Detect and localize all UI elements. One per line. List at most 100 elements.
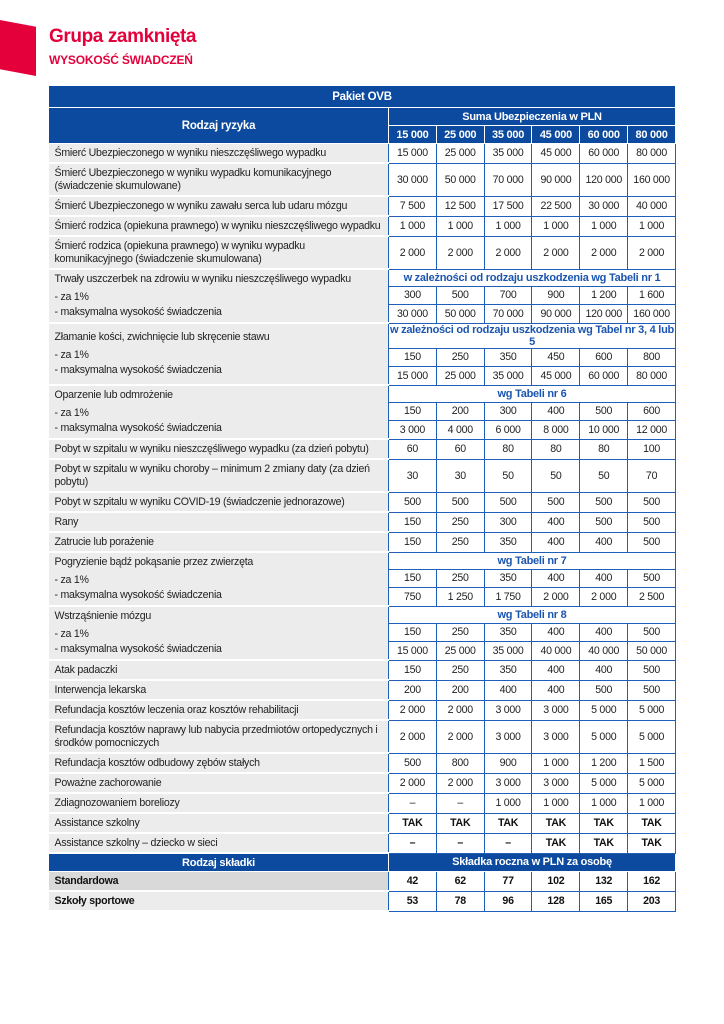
value-cell: 22 500 <box>531 195 581 217</box>
value-cell: 30 000 <box>579 195 629 217</box>
value-cell: TAK <box>579 832 629 854</box>
value-cell: 5 000 <box>579 699 629 721</box>
risk-label-cell: Trwały uszczerbek na zdrowiu w wyniku ni… <box>48 269 389 324</box>
value-cell: 1 000 <box>531 215 581 237</box>
value-cell: 400 <box>579 568 629 588</box>
value-cell: TAK <box>627 832 676 854</box>
value-cell: 400 <box>531 659 581 681</box>
value-cell: 500 <box>531 491 581 513</box>
risk-label-cell: Wstrząśnienie mózgu - za 1% - maksymalna w… <box>48 606 389 661</box>
risk-label-cell: Oparzenie lub odmrożenie - za 1% - maksyma… <box>48 385 389 440</box>
value-cell: 200 <box>435 679 485 701</box>
table-row-group: Pogryzienie bądź pokąsanie przez zwierzę… <box>48 551 676 607</box>
value-cell: 25 000 <box>435 366 485 386</box>
value-cell: 2 000 <box>435 235 485 270</box>
value-cell: – <box>435 832 485 854</box>
value-cell: 400 <box>531 401 581 421</box>
value-cell: 450 <box>531 347 581 367</box>
risk-label: Wstrząśnienie mózgu <box>54 610 152 622</box>
risk-label: Śmierć rodzica (opiekuna prawnego) w wyn… <box>48 236 389 270</box>
sub-label-max: - maksymalna wysokość świadczenia <box>54 643 222 655</box>
value-cell: 150 <box>388 659 437 681</box>
value-cell: 30 <box>435 458 485 493</box>
table-row: Assistance szkolny TAK TAK TAK TAK TAK TAK <box>48 812 676 834</box>
value-cell: 5 000 <box>627 699 676 721</box>
table-row: Śmierć Ubezpieczonego w wyniku nieszczęś… <box>48 143 676 164</box>
value-cell: 500 <box>435 285 485 305</box>
value-cell: 15 000 <box>388 143 437 164</box>
risk-label: Trwały uszczerbek na zdrowiu w wyniku ni… <box>54 273 352 285</box>
sum-column-header: 60 000 <box>579 125 629 144</box>
value-cell: 500 <box>579 401 629 421</box>
value-cell: 400 <box>531 679 581 701</box>
risk-label: Assistance szkolny – dziecko w sieci <box>48 833 389 854</box>
premium-value: 132 <box>579 871 629 892</box>
value-cell: 80 <box>579 438 629 460</box>
value-cell: 300 <box>483 401 533 421</box>
table-reference-note: wg Tabeli nr 6 <box>388 384 676 403</box>
value-cell: 350 <box>483 622 533 642</box>
value-cell: 250 <box>435 622 485 642</box>
value-cell: 40 000 <box>531 641 581 661</box>
value-cell: 600 <box>627 401 676 421</box>
value-cell: 8 000 <box>531 420 581 440</box>
table-row: Śmierć Ubezpieczonego w wyniku zawału se… <box>48 195 676 217</box>
value-cell: 1 000 <box>531 792 581 814</box>
sub-label-max: - maksymalna wysokość świadczenia <box>54 589 222 601</box>
sum-column-header: 15 000 <box>388 125 437 144</box>
value-cell: 50 <box>531 458 581 493</box>
sum-column-header: 35 000 <box>483 125 533 144</box>
value-cell: 2 000 <box>388 699 437 721</box>
table-row: Pobyt w szpitalu w wyniku COVID-19 (świa… <box>48 491 676 513</box>
value-cell: 6 000 <box>483 420 533 440</box>
value-cell: 80 <box>531 438 581 460</box>
value-cell: 50 000 <box>627 641 676 661</box>
value-cell: 500 <box>627 568 676 588</box>
risk-label: Pogryzienie bądź pokąsanie przez zwierzę… <box>54 556 254 568</box>
value-cell: TAK <box>388 812 437 834</box>
package-title: Pakiet OVB <box>48 85 676 108</box>
value-cell: 900 <box>483 752 533 774</box>
premium-value: 78 <box>435 890 485 912</box>
premium-value: 96 <box>483 890 533 912</box>
value-cell: 1 000 <box>627 215 676 237</box>
value-cell: 2 000 <box>531 587 581 607</box>
premium-value: 203 <box>627 890 676 912</box>
value-cell: 3 000 <box>388 420 437 440</box>
value-cell: 3 000 <box>531 699 581 721</box>
value-cell: 3 000 <box>483 719 533 754</box>
value-cell: 70 000 <box>483 162 533 197</box>
value-cell: 200 <box>388 679 437 701</box>
value-cell: 150 <box>388 622 437 642</box>
premium-value: 62 <box>435 871 485 892</box>
value-cell: TAK <box>435 812 485 834</box>
value-cell: 1 500 <box>627 752 676 774</box>
premium-header: Rodzaj składki <box>48 852 389 872</box>
value-cell: 5 000 <box>579 772 629 794</box>
value-cell: 150 <box>388 511 437 533</box>
value-cell: 50 <box>483 458 533 493</box>
table-row-group: Oparzenie lub odmrożenie - za 1% - maksyma… <box>48 384 676 440</box>
value-cell: – <box>435 792 485 814</box>
value-cell: 2 000 <box>483 235 533 270</box>
table-row-sub: 300 500 700 900 1 200 1 600 <box>49 285 676 305</box>
value-cell: 1 000 <box>579 215 629 237</box>
value-cell: 25 000 <box>435 641 485 661</box>
table-row-sub: 150 200 300 400 500 600 <box>49 401 676 421</box>
value-cell: 250 <box>435 568 485 588</box>
value-cell: 500 <box>483 491 533 513</box>
value-cell: 2 000 <box>531 235 581 270</box>
value-cell: 90 000 <box>531 304 581 324</box>
value-cell: 120 000 <box>579 304 629 324</box>
table-row: Rany 150 250 300 400 500 500 <box>48 511 676 533</box>
value-cell: 1 000 <box>388 215 437 237</box>
value-cell: 60 <box>435 438 485 460</box>
value-cell: 500 <box>627 679 676 701</box>
value-cell: 2 000 <box>388 235 437 270</box>
risk-label: Złamanie kości, zwichnięcie lub skręceni… <box>54 331 270 343</box>
risk-label: Refundacja kosztów naprawy lub nabycia p… <box>48 720 389 754</box>
table-row-sub: 150 250 350 400 400 500 <box>49 568 676 588</box>
table-row: Poważne zachorowanie 2 000 2 000 3 000 3 000… <box>48 772 676 794</box>
value-cell: 400 <box>483 679 533 701</box>
benefits-table: Pakiet OVB Rodzaj ryzyka Suma Ubezpiecze… <box>48 85 676 912</box>
